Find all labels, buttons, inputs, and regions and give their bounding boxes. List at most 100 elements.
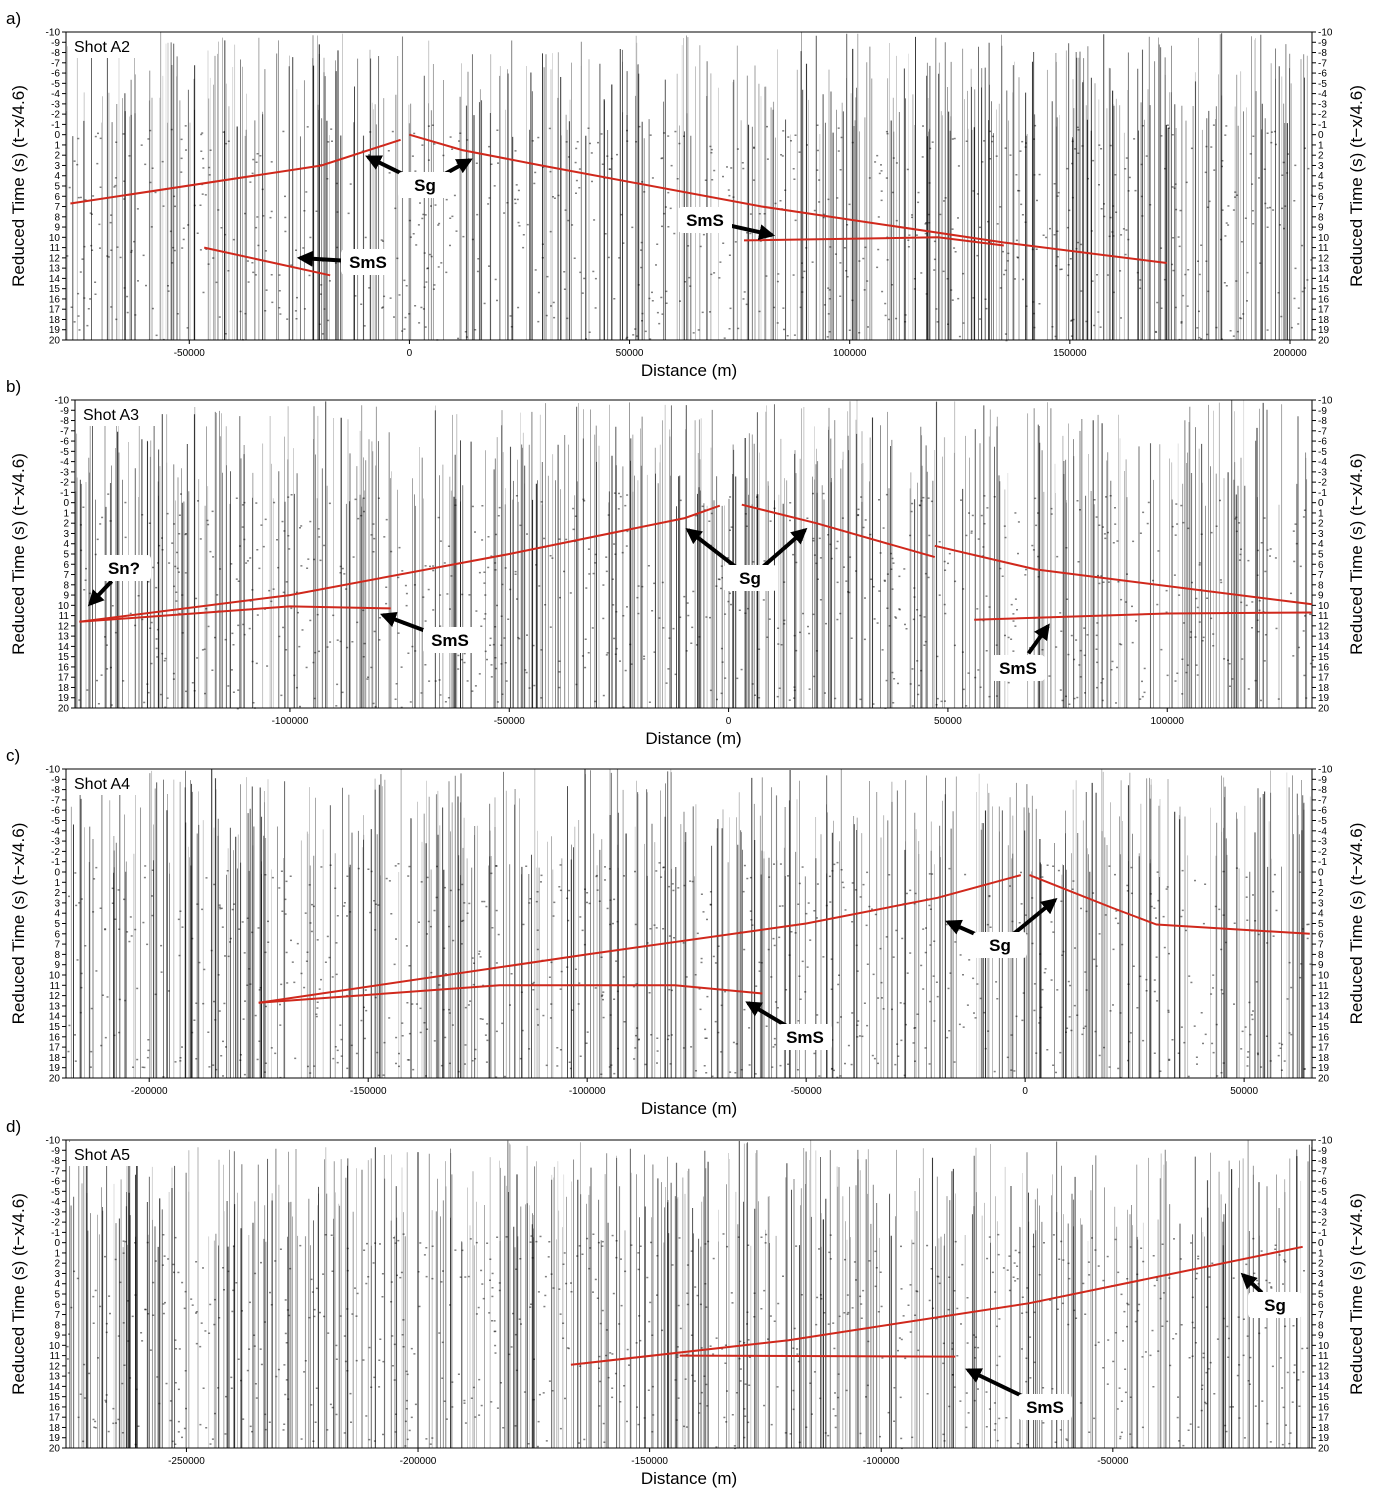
trace-speck xyxy=(583,278,585,280)
trace-speck xyxy=(434,910,436,912)
trace-speck xyxy=(935,308,937,310)
trace-speck xyxy=(860,496,862,498)
trace-speck xyxy=(881,170,883,172)
trace-speck xyxy=(1076,1015,1078,1017)
trace-speck xyxy=(946,924,948,926)
trace-speck xyxy=(773,1046,775,1048)
x-tick-label: -50000 xyxy=(174,348,206,359)
trace-speck xyxy=(369,1347,371,1349)
trace-speck xyxy=(253,702,255,704)
trace-speck xyxy=(909,952,911,954)
trace-speck xyxy=(406,605,408,607)
trace-speck xyxy=(1100,682,1102,684)
trace-speck xyxy=(394,208,396,210)
trace-speck xyxy=(302,247,304,249)
trace-speck xyxy=(1010,639,1012,641)
trace-speck xyxy=(721,693,723,695)
trace-speck xyxy=(700,1304,702,1306)
trace-speck xyxy=(597,142,599,144)
trace-speck xyxy=(838,127,840,128)
trace-speck xyxy=(77,959,79,961)
trace-speck xyxy=(465,1007,467,1009)
trace-speck xyxy=(578,187,580,189)
trace-speck xyxy=(946,1037,948,1039)
trace-speck xyxy=(504,637,506,639)
trace-speck xyxy=(1186,672,1188,674)
trace-speck xyxy=(401,570,403,572)
trace-speck xyxy=(1039,1274,1041,1276)
trace-speck xyxy=(933,1020,935,1022)
trace-speck xyxy=(960,954,962,956)
trace-speck xyxy=(851,1012,853,1014)
trace-speck xyxy=(329,280,331,282)
trace-speck xyxy=(1021,903,1023,905)
trace-speck xyxy=(782,307,784,309)
trace-speck xyxy=(578,982,580,984)
trace-speck xyxy=(1245,218,1247,220)
trace-speck xyxy=(421,692,423,694)
trace-speck xyxy=(385,603,387,605)
trace-speck xyxy=(1227,205,1229,207)
trace-speck xyxy=(327,936,329,938)
trace-speck xyxy=(931,873,933,875)
trace-speck xyxy=(201,132,203,134)
trace-speck xyxy=(887,259,889,261)
trace-speck xyxy=(1072,889,1074,891)
trace-speck xyxy=(1171,264,1173,266)
trace-speck xyxy=(1004,635,1006,637)
trace-speck xyxy=(886,608,888,610)
trace-speck xyxy=(108,256,110,258)
trace-speck xyxy=(962,588,964,590)
trace-speck xyxy=(1029,1377,1031,1379)
trace-speck xyxy=(698,636,700,638)
trace-speck xyxy=(409,220,411,222)
trace-speck xyxy=(307,1066,309,1068)
trace-speck xyxy=(395,699,397,701)
annotation: SmS xyxy=(686,211,724,230)
trace-speck xyxy=(1072,141,1074,143)
trace-speck xyxy=(1199,621,1201,623)
trace-speck xyxy=(1187,305,1189,307)
trace-speck xyxy=(1105,914,1107,916)
trace-speck xyxy=(882,649,884,651)
trace-speck xyxy=(1071,335,1073,337)
trace-speck xyxy=(1113,542,1115,544)
trace-speck xyxy=(927,1393,929,1395)
trace-speck xyxy=(144,877,146,879)
trace-speck xyxy=(1126,1326,1128,1328)
trace-speck xyxy=(1055,336,1057,338)
trace-speck xyxy=(952,138,954,140)
trace-speck xyxy=(896,1043,898,1045)
trace-speck xyxy=(1092,892,1094,894)
seismic-traces xyxy=(67,1140,1312,1449)
trace-speck xyxy=(474,1058,476,1060)
trace-speck xyxy=(887,133,889,135)
trace-speck xyxy=(126,931,128,933)
trace-speck xyxy=(594,562,596,564)
trace-speck xyxy=(1068,210,1070,212)
trace-speck xyxy=(542,1015,544,1017)
trace-speck xyxy=(1148,502,1150,504)
trace-speck xyxy=(637,1424,639,1426)
trace-speck xyxy=(254,1345,256,1347)
trace-speck xyxy=(692,881,694,883)
trace-speck xyxy=(1072,880,1074,882)
trace-speck xyxy=(471,690,473,692)
trace-speck xyxy=(1257,1054,1259,1056)
trace-speck xyxy=(574,258,576,260)
trace-speck xyxy=(1012,650,1014,652)
trace-speck xyxy=(260,524,262,526)
trace-speck xyxy=(80,271,82,273)
trace-speck xyxy=(1093,959,1095,961)
trace-speck xyxy=(974,1347,976,1349)
trace-speck xyxy=(588,548,590,550)
trace-speck xyxy=(604,866,606,868)
trace-speck xyxy=(795,562,797,564)
trace-speck xyxy=(178,1389,180,1391)
trace-speck xyxy=(626,494,628,496)
trace-speck xyxy=(724,613,726,615)
trace-speck xyxy=(892,192,894,194)
trace-speck xyxy=(1252,210,1254,212)
trace-speck xyxy=(747,608,749,610)
trace-speck xyxy=(1058,192,1060,194)
